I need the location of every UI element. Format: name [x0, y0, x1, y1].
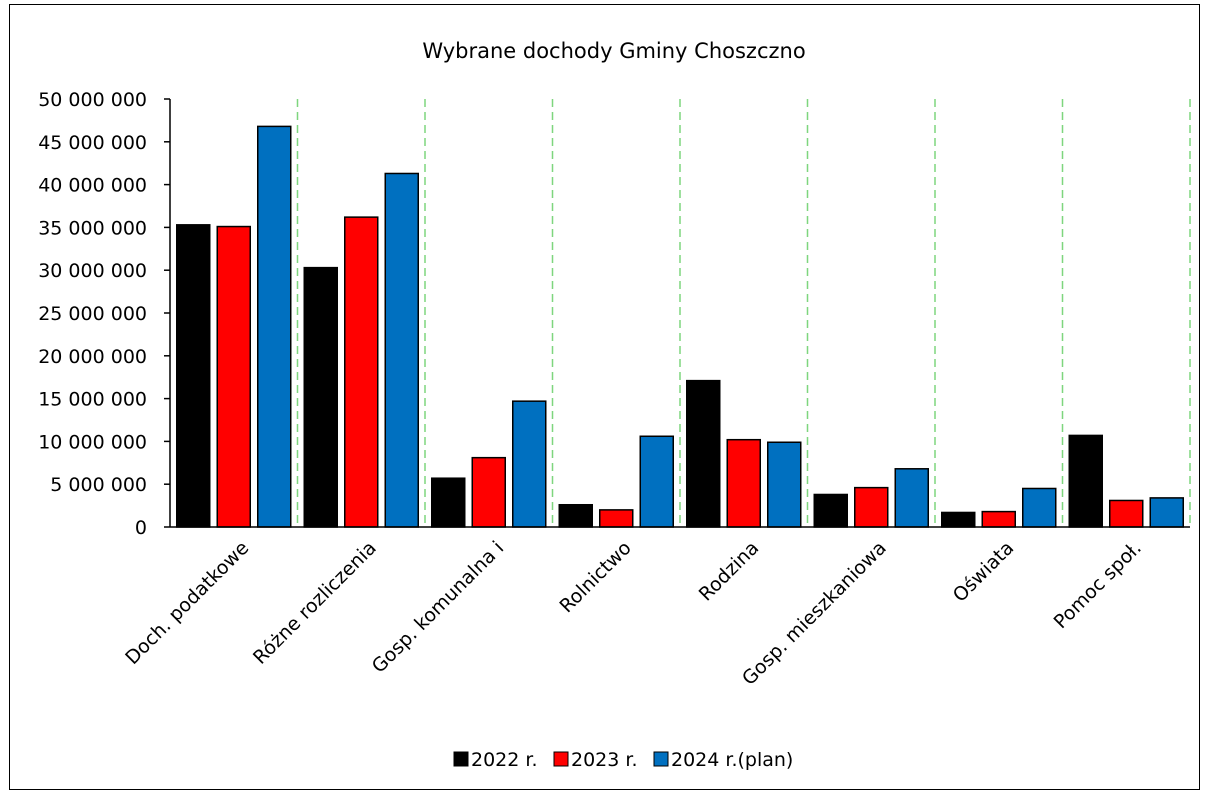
bar: [726, 438, 761, 528]
bar: [1022, 487, 1057, 528]
y-tick-label: 0: [135, 517, 147, 539]
bar: [1068, 434, 1103, 528]
y-tick-label: 10 000 000: [38, 431, 147, 453]
y-tick-label: 50 000 000: [38, 89, 147, 111]
legend: 2022 r. 2023 r. 2024 r.(plan): [453, 749, 793, 771]
grid-lines: [296, 99, 1191, 527]
bar: [471, 456, 506, 528]
legend-label: 2023 r.: [571, 749, 638, 771]
bar: [303, 266, 338, 528]
bar: [216, 225, 251, 528]
y-tick-label: 35 000 000: [38, 217, 147, 239]
chart-title: Wybrane dochody Gminy Choszczno: [422, 39, 805, 63]
bar: [941, 511, 976, 528]
legend-label: 2024 r.(plan): [671, 749, 793, 771]
legend-item: 2024 r.(plan): [653, 749, 793, 771]
bar: [1149, 497, 1184, 528]
y-tick-label: 5 000 000: [50, 474, 147, 496]
y-tick-label: 20 000 000: [38, 346, 147, 368]
bar: [813, 493, 848, 528]
legend-swatch: [653, 751, 669, 767]
bar: [257, 125, 292, 528]
bar: [176, 224, 211, 528]
bar: [767, 441, 802, 528]
bars: [176, 125, 1184, 528]
x-tick-label: Różne rozliczenia: [249, 537, 381, 669]
legend-item: 2022 r.: [453, 749, 538, 771]
y-tick-label: 25 000 000: [38, 303, 147, 325]
legend-swatch: [553, 751, 569, 767]
bar: [431, 477, 466, 528]
x-tick-label: Doch. podatkowe: [121, 537, 253, 669]
legend-swatch: [453, 751, 469, 767]
bar: [686, 379, 721, 528]
bar: [854, 486, 889, 528]
y-tick-label: 30 000 000: [38, 260, 147, 282]
x-tick-label: Oświata: [949, 537, 1019, 607]
x-tick-label: Pomoc społ.: [1050, 537, 1146, 633]
x-tick-label: Gosp. mieszkaniowa: [738, 537, 891, 690]
y-axis-ticks: 0 5 000 000 10 000 000 15 000 000 20 000 000…: [38, 89, 170, 539]
bar: [981, 510, 1016, 528]
bar: [384, 172, 419, 528]
y-tick-label: 40 000 000: [38, 175, 147, 197]
bar: [894, 468, 929, 528]
y-tick-label: 15 000 000: [38, 389, 147, 411]
bar: [344, 216, 379, 528]
x-tick-label: Rodzina: [695, 537, 764, 606]
legend-label: 2022 r.: [471, 749, 538, 771]
bar: [1109, 499, 1144, 528]
bar: [558, 503, 593, 528]
bar: [639, 435, 674, 528]
y-tick-label: 45 000 000: [38, 132, 147, 154]
x-tick-label: Rolnictwo: [555, 537, 635, 617]
bar: [512, 400, 547, 528]
legend-item: 2023 r.: [553, 749, 638, 771]
x-tick-label: Gosp. komunalna i: [368, 537, 509, 678]
bar: [599, 509, 634, 528]
